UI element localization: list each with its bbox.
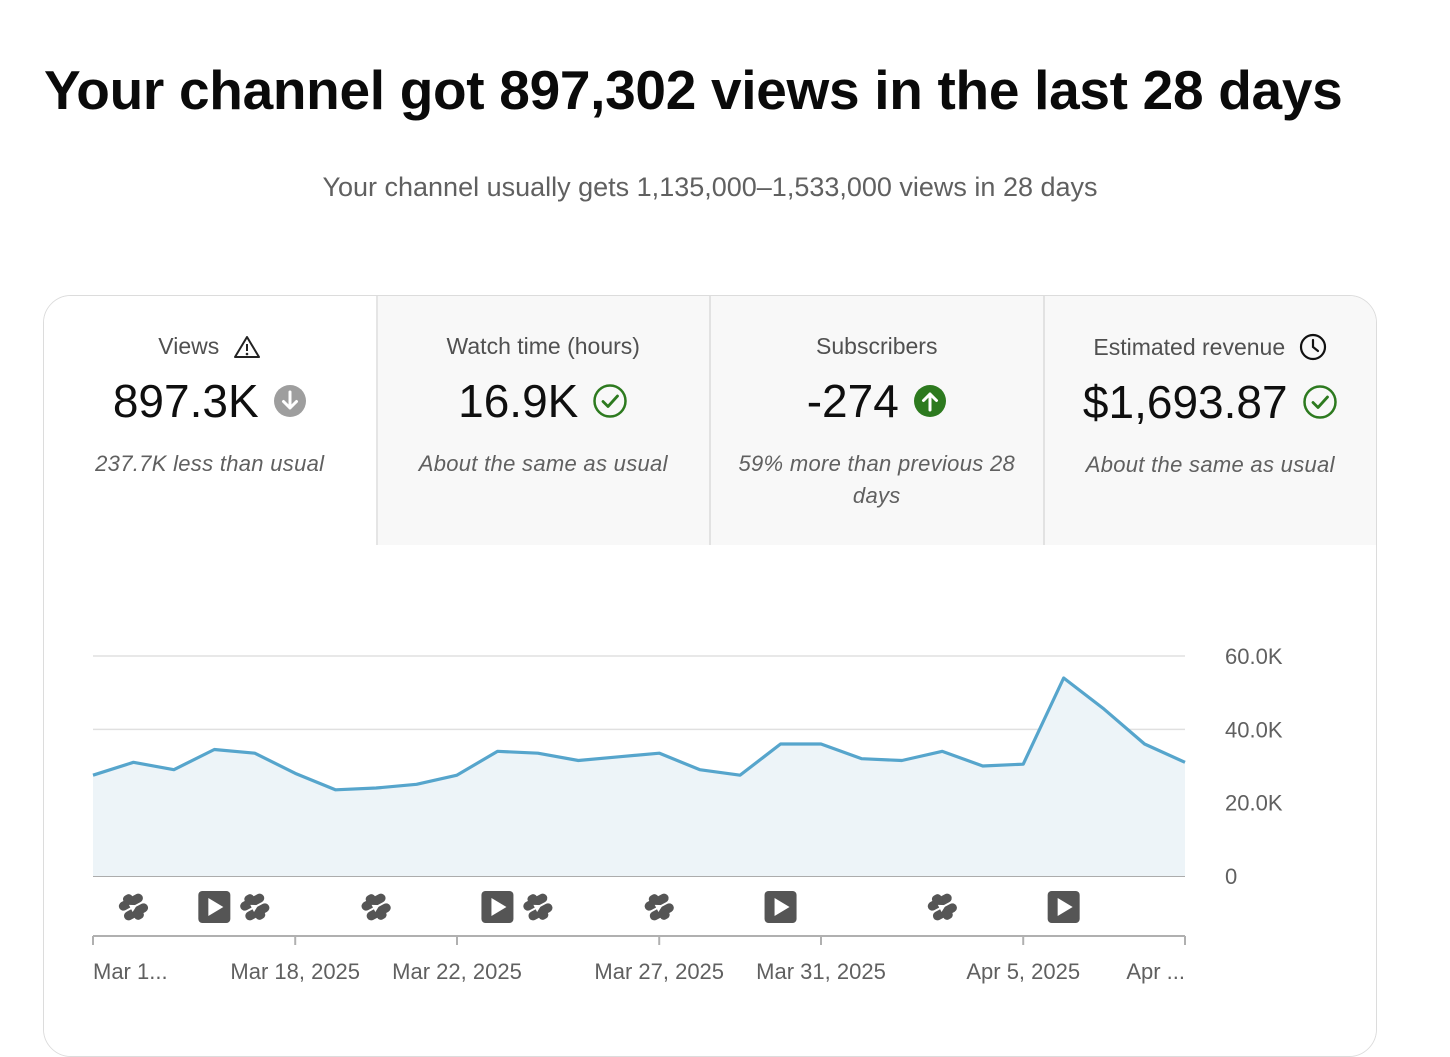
shorts-upload-icon[interactable]	[237, 889, 273, 926]
tab-estimated-revenue[interactable]: Estimated revenue $1,693.87 About the sa…	[1042, 296, 1376, 545]
tab-subscribers-label: Subscribers	[816, 333, 938, 359]
x-tick-label: Mar 22, 2025	[392, 959, 522, 984]
x-tick-label: Mar 18, 2025	[230, 959, 360, 984]
tab-revenue-label: Estimated revenue	[1093, 333, 1286, 360]
arrow-up-icon	[913, 384, 947, 418]
tab-watch-time[interactable]: Watch time (hours) 16.9K About the same …	[375, 296, 709, 545]
clock-icon[interactable]	[1299, 333, 1327, 361]
tab-views[interactable]: Views 897.3K 237.7K less than usual	[44, 296, 376, 545]
video-upload-icon[interactable]	[1047, 891, 1080, 923]
check-circle-icon	[1302, 384, 1338, 420]
arrow-down-icon	[273, 384, 307, 418]
x-tick-label: Apr ...	[1126, 959, 1185, 984]
x-tick-label: Apr 5, 2025	[966, 959, 1080, 984]
tab-views-label: Views	[158, 333, 220, 359]
y-tick-label: 60.0K	[1225, 644, 1283, 669]
views-chart[interactable]: 0 20.0K 40.0K 60.0K Mar 1... Mar 18, 2025 Mar …	[44, 545, 1376, 1057]
tab-watch-time-label: Watch time (hours)	[446, 333, 640, 359]
x-tick-label: Mar 27, 2025	[594, 959, 724, 984]
shorts-upload-icon[interactable]	[520, 889, 556, 926]
tab-subscribers-value: -274	[806, 375, 899, 427]
tab-views-note: 237.7K less than usual	[95, 451, 325, 476]
shorts-upload-icon[interactable]	[115, 889, 151, 926]
video-upload-icon[interactable]	[198, 891, 231, 923]
analytics-card: Views 897.3K 237.7K less than usual Watc…	[43, 295, 1377, 1057]
tab-views-value: 897.3K	[112, 375, 259, 427]
check-circle-icon	[592, 383, 628, 419]
tab-revenue-value: $1,693.87	[1082, 376, 1288, 428]
shorts-upload-icon[interactable]	[358, 889, 394, 926]
metric-tabs: Views 897.3K 237.7K less than usual Watc…	[44, 296, 1376, 545]
views-chart-area: 0 20.0K 40.0K 60.0K Mar 1... Mar 18, 2025 Mar …	[44, 545, 1376, 1057]
page-subtitle: Your channel usually gets 1,135,000–1,53…	[322, 172, 1098, 202]
tab-revenue-note: About the same as usual	[1085, 452, 1335, 477]
video-upload-icon[interactable]	[481, 891, 514, 923]
tab-subscribers[interactable]: Subscribers -274 59% more than previous …	[709, 296, 1043, 545]
video-upload-icon[interactable]	[764, 891, 797, 923]
y-tick-label: 20.0K	[1225, 791, 1283, 816]
tab-watch-time-value: 16.9K	[458, 375, 579, 427]
views-series-line[interactable]	[92, 676, 1186, 792]
shorts-upload-icon[interactable]	[641, 889, 677, 926]
y-tick-label: 0	[1225, 864, 1237, 889]
y-tick-label: 40.0K	[1225, 717, 1283, 742]
tab-subscribers-note: 59% more than previous 28 days	[738, 451, 1016, 508]
tab-watch-time-note: About the same as usual	[418, 451, 668, 476]
x-tick-label: Mar 31, 2025	[756, 959, 886, 984]
views-area-fill	[93, 678, 1185, 876]
page-title: Your channel got 897,302 views in the la…	[44, 59, 1343, 121]
x-tick-label: Mar 1...	[93, 959, 168, 984]
shorts-upload-icon[interactable]	[924, 889, 960, 926]
warning-icon[interactable]	[233, 334, 261, 360]
